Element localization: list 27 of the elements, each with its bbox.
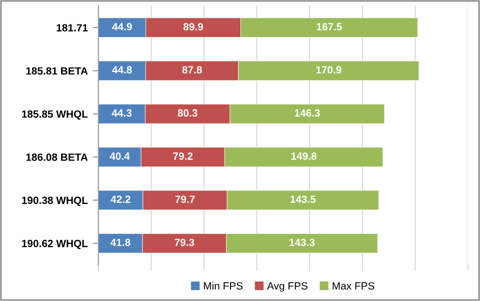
data-label: 41.8 (110, 238, 130, 246)
data-label: 42.2 (110, 196, 130, 203)
y-tick-label: 186.08 BETA (26, 154, 88, 161)
data-label: 146.3 (294, 109, 320, 117)
data-label: 40.4 (110, 152, 130, 160)
y-tick-label: 185.85 WHQL (22, 110, 88, 120)
data-label: 149.8 (291, 152, 317, 160)
data-label: 44.3 (112, 109, 132, 117)
data-label: 87.8 (182, 66, 202, 74)
legend-label: Min FPS (204, 282, 243, 290)
y-tick-label: 190.38 WHQL (22, 196, 88, 206)
data-label: 143.3 (290, 238, 315, 246)
data-label: 44.9 (112, 23, 132, 30)
legend-label: Max FPS (332, 282, 374, 290)
y-tick-label: 181.71 (56, 24, 88, 32)
legend-label: Avg FPS (267, 282, 308, 292)
y-tick-label: 190.62 WHQL (22, 240, 88, 250)
data-label: 170.9 (316, 66, 342, 74)
data-label: 79.7 (175, 196, 195, 203)
data-label: 143.5 (290, 196, 316, 203)
data-label: 79.3 (174, 238, 194, 246)
data-label: 167.5 (316, 23, 342, 30)
y-tick-label: 185.81 BETA (26, 67, 88, 75)
data-label: 44.8 (112, 66, 132, 74)
data-label: 89.9 (183, 23, 204, 30)
data-label: 79.2 (173, 152, 193, 160)
data-label: 80.3 (178, 109, 198, 117)
